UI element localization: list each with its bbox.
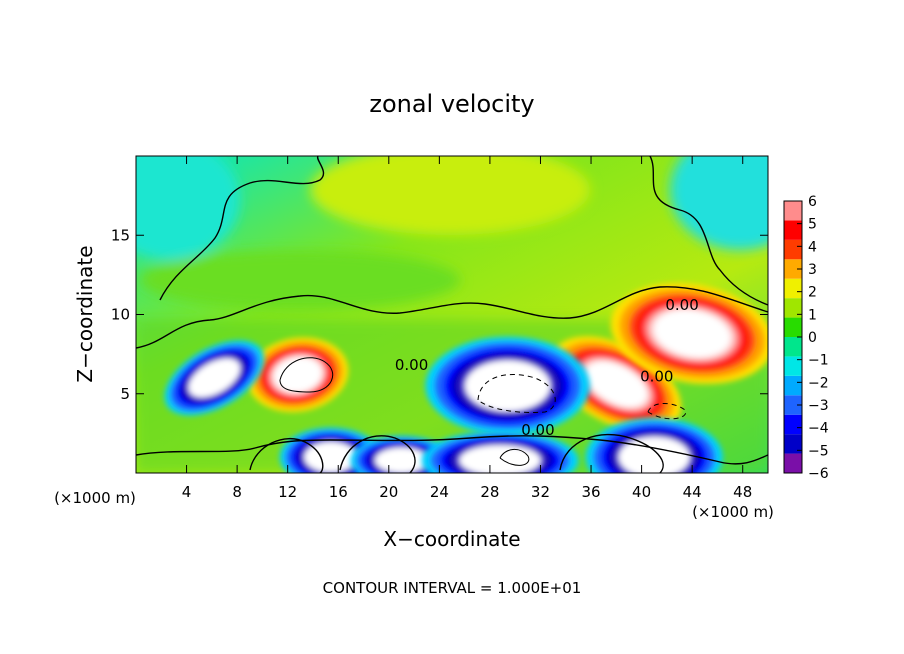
colorbar-swatch bbox=[784, 414, 802, 435]
x-tick-label: 20 bbox=[379, 483, 398, 501]
contour-zero bbox=[339, 435, 416, 473]
heat-ring bbox=[654, 310, 731, 357]
x-tick-label: 32 bbox=[531, 483, 550, 501]
colorbar-label: −6 bbox=[808, 466, 829, 482]
colorbar-swatch bbox=[784, 375, 802, 396]
x-tick-label: 36 bbox=[581, 483, 600, 501]
y-axis-label: Z−coordinate bbox=[73, 245, 97, 382]
contour-zero bbox=[136, 286, 768, 349]
heat-ring bbox=[586, 361, 647, 407]
heat-blob-negative bbox=[164, 340, 265, 416]
colorbar-swatch bbox=[784, 298, 802, 318]
heat-ring bbox=[188, 358, 241, 398]
x-tick-label: 40 bbox=[632, 483, 651, 501]
heat-ring bbox=[304, 441, 357, 473]
x-tick-label: 8 bbox=[232, 483, 242, 501]
colorbar-label: −5 bbox=[808, 443, 829, 459]
x-axis: 4 8 12 16 20 24 28 32 36 40 44 48 bbox=[182, 156, 752, 501]
colorbar-label: 4 bbox=[808, 239, 817, 255]
colorbar-label: −4 bbox=[808, 421, 829, 437]
heat-ring bbox=[375, 447, 428, 473]
colorbar-swatch bbox=[784, 356, 802, 376]
chart-title: zonal velocity bbox=[369, 90, 534, 118]
y-tick-label: 10 bbox=[111, 306, 130, 324]
heat-ring bbox=[274, 357, 322, 393]
heat-ring bbox=[459, 445, 541, 473]
contour-zero bbox=[136, 435, 768, 465]
heat-blob-negative bbox=[585, 417, 723, 473]
heat-ring bbox=[465, 360, 551, 412]
colorbar-label: −3 bbox=[808, 398, 829, 414]
colorbar-label: −1 bbox=[808, 353, 829, 369]
contour-zero bbox=[249, 437, 324, 473]
contour-label: 0.00 bbox=[665, 296, 698, 314]
features bbox=[164, 283, 768, 473]
colorbar-swatch bbox=[784, 337, 802, 357]
contour-positive bbox=[279, 357, 334, 393]
colorbar-swatch bbox=[784, 453, 802, 473]
colorbar-label: 2 bbox=[808, 285, 817, 301]
y-tick-label: 5 bbox=[120, 385, 130, 403]
colorbar-swatch bbox=[784, 259, 802, 279]
contour-zero bbox=[649, 156, 768, 306]
colorbar-swatch bbox=[784, 278, 802, 299]
x-unit-label: (×1000 m) bbox=[54, 489, 136, 507]
colorbar-swatch bbox=[784, 317, 802, 337]
contour-negative bbox=[477, 373, 556, 413]
colorbar-label: 6 bbox=[808, 194, 817, 210]
heat-ring bbox=[618, 436, 690, 473]
heat-blob-positive bbox=[610, 283, 768, 384]
x-tick-label: 4 bbox=[182, 483, 192, 501]
heat-blob-negative bbox=[421, 430, 579, 473]
heat-blob-positive bbox=[247, 337, 349, 413]
colorbar-swatch bbox=[784, 201, 802, 221]
contour-zero bbox=[559, 433, 664, 473]
colorbar-label: 0 bbox=[808, 330, 817, 346]
y-axis: 5 10 15 bbox=[111, 226, 768, 403]
heatmap-field bbox=[136, 156, 768, 473]
x-tick-label: 28 bbox=[480, 483, 499, 501]
x-tick-label: 12 bbox=[278, 483, 297, 501]
colorbar-label: 1 bbox=[808, 307, 817, 323]
colorbar-label: −2 bbox=[808, 375, 829, 391]
colorbar-swatch bbox=[784, 434, 802, 454]
contour-negative bbox=[647, 403, 687, 420]
heat-blob-negative bbox=[425, 336, 590, 435]
contour-label: 0.00 bbox=[521, 421, 554, 439]
contour-zero bbox=[159, 156, 325, 301]
contour-label: 0.00 bbox=[395, 356, 428, 374]
colorbar-swatch bbox=[784, 395, 802, 415]
y-tick-label: 15 bbox=[111, 226, 130, 244]
contour-positive bbox=[499, 449, 530, 466]
x-tick-label: 24 bbox=[430, 483, 449, 501]
colorbar-swatch bbox=[784, 239, 802, 260]
heat-blob-negative bbox=[279, 427, 382, 473]
contour-label: 0.00 bbox=[640, 367, 673, 385]
x-tick-label: 16 bbox=[329, 483, 348, 501]
x-unit-label-right: (×1000 m) bbox=[692, 503, 774, 521]
contours bbox=[136, 156, 768, 473]
x-tick-label: 48 bbox=[733, 483, 752, 501]
contour-interval-note: CONTOUR INTERVAL = 1.000E+01 bbox=[323, 579, 582, 597]
colorbar-label: 5 bbox=[808, 217, 817, 233]
x-tick-label: 44 bbox=[683, 483, 702, 501]
colorbar-swatch bbox=[784, 220, 802, 240]
colorbar: 6 5 4 3 2 1 0 −1 −2 −3 −4 −5 −6 bbox=[783, 194, 829, 482]
colorbar-label: 3 bbox=[808, 262, 817, 278]
contour-labels: 0.00 0.00 0.00 0.00 bbox=[395, 296, 699, 439]
x-axis-label: X−coordinate bbox=[383, 527, 520, 551]
